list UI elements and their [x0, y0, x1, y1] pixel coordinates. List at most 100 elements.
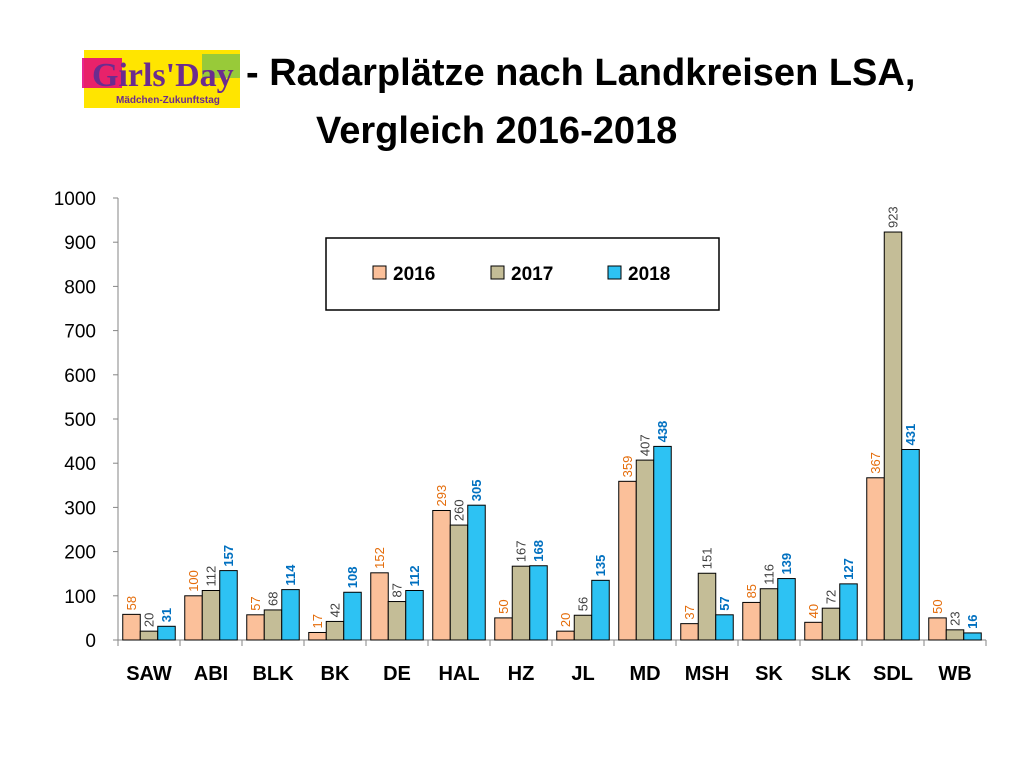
- bar-2018-BLK: [281, 589, 300, 641]
- girls-day-logo: Girls'Day Mädchen-Zukunftstag: [82, 50, 240, 108]
- y-tick-label: 800: [64, 277, 96, 298]
- bar-2016-SAW: [122, 613, 141, 641]
- legend-swatch-2016: [372, 265, 387, 280]
- bar-2018-SDL: [901, 448, 920, 641]
- data-label-2016-HAL: 293: [434, 485, 449, 507]
- bar-2018-MD: [653, 445, 672, 641]
- data-label-2016-BK: 17: [310, 614, 325, 628]
- bar-2017-WB: [945, 629, 965, 641]
- data-label-2018-MD: 438: [655, 421, 670, 443]
- data-label-2016-ABI: 100: [186, 570, 201, 592]
- data-label-2018-MSH: 57: [717, 596, 732, 610]
- data-label-2018-SDL: 431: [903, 424, 918, 446]
- legend-swatch-2017: [490, 265, 505, 280]
- data-label-2017-HAL: 260: [452, 499, 467, 521]
- data-label-2017-SAW: 20: [142, 613, 157, 627]
- bar-2018-ABI: [219, 570, 238, 641]
- data-label-2017-WB: 23: [948, 611, 963, 625]
- bar-2016-BK: [308, 631, 327, 641]
- data-label-2017-HZ: 167: [514, 540, 529, 562]
- svg-text:Mädchen-Zukunftstag: Mädchen-Zukunftstag: [116, 95, 220, 106]
- x-category-label: SLK: [811, 663, 852, 685]
- data-label-2017-ABI: 112: [204, 566, 219, 587]
- x-category-label: ABI: [194, 663, 228, 685]
- data-label-2016-BLK: 57: [248, 596, 263, 610]
- data-label-2018-ABI: 157: [221, 545, 236, 567]
- bar-2018-SAW: [157, 625, 176, 641]
- bar-2016-WB: [928, 617, 947, 641]
- data-label-2018-BLK: 114: [283, 564, 298, 586]
- data-label-2017-SLK: 72: [824, 590, 839, 604]
- y-tick-label: 600: [64, 366, 96, 387]
- y-tick-label: 400: [64, 454, 96, 475]
- x-category-label: WB: [938, 663, 971, 685]
- x-category-label: DE: [383, 663, 411, 685]
- bar-2017-DE: [387, 601, 407, 641]
- legend-label-2018: 2018: [628, 264, 670, 285]
- data-label-2017-JL: 56: [576, 597, 591, 611]
- data-label-2018-DE: 112: [407, 566, 422, 587]
- bar-2018-HZ: [529, 565, 548, 641]
- y-tick-label: 900: [64, 233, 96, 254]
- x-category-label: JL: [571, 663, 594, 685]
- bar-2016-DE: [370, 572, 389, 641]
- legend-box: [325, 237, 720, 311]
- data-label-2018-BK: 108: [345, 567, 360, 589]
- data-label-2017-BLK: 68: [266, 591, 281, 605]
- legend-label-2017: 2017: [511, 264, 553, 285]
- y-tick-label: 700: [64, 322, 96, 343]
- bar-2016-SLK: [804, 621, 823, 641]
- chart-bars: [122, 231, 982, 641]
- x-category-label: SDL: [873, 663, 913, 685]
- bar-2018-DE: [405, 589, 424, 641]
- bar-2018-BK: [343, 591, 362, 641]
- data-label-2018-HZ: 168: [531, 540, 546, 562]
- x-category-label: BLK: [252, 663, 294, 685]
- data-label-2016-HZ: 50: [496, 599, 511, 613]
- bar-2017-MSH: [697, 572, 717, 641]
- bar-2017-BK: [325, 620, 345, 641]
- y-tick-label: 500: [64, 410, 96, 431]
- x-category-label: BK: [321, 663, 350, 685]
- legend-swatch-2018: [607, 265, 622, 280]
- x-category-label: HAL: [438, 663, 479, 685]
- data-label-2018-HAL: 305: [469, 479, 484, 501]
- x-category-label: MD: [629, 663, 660, 685]
- bar-2016-ABI: [184, 595, 203, 641]
- bar-2016-MSH: [680, 623, 699, 641]
- x-category-label: HZ: [508, 663, 535, 685]
- bar-2018-JL: [591, 579, 610, 641]
- data-label-2016-SDL: 367: [868, 452, 883, 474]
- bar-2017-MD: [635, 459, 655, 641]
- y-tick-label: 200: [64, 543, 96, 564]
- bar-2017-JL: [573, 614, 593, 641]
- bar-2016-SK: [742, 601, 761, 641]
- legend-label-2016: 2016: [393, 264, 435, 285]
- data-label-2017-MSH: 151: [700, 548, 715, 570]
- data-label-2016-MD: 359: [620, 456, 635, 478]
- bar-2017-HAL: [449, 524, 469, 641]
- bar-2018-SLK: [839, 583, 858, 641]
- bar-2016-MD: [618, 480, 637, 641]
- data-label-2017-MD: 407: [638, 434, 653, 456]
- bar-2017-SLK: [821, 607, 841, 641]
- data-label-2017-BK: 42: [328, 603, 343, 617]
- bar-2018-HAL: [467, 504, 486, 641]
- data-label-2016-SK: 85: [744, 584, 759, 598]
- svg-text:Girls'Day: Girls'Day: [92, 57, 234, 94]
- bar-2016-JL: [556, 630, 575, 641]
- data-label-2018-JL: 135: [593, 555, 608, 577]
- bar-2016-SDL: [866, 477, 885, 641]
- data-label-2017-SDL: 923: [886, 206, 901, 228]
- bar-2017-SAW: [139, 630, 159, 641]
- y-tick-label: 1000: [54, 189, 96, 210]
- data-label-2016-DE: 152: [372, 547, 387, 569]
- x-category-label: SAW: [126, 663, 172, 685]
- chart-legend: 2016 2017 2018: [325, 237, 720, 311]
- y-tick-label: 100: [64, 587, 96, 608]
- data-label-2016-WB: 50: [930, 599, 945, 613]
- bar-2016-HAL: [432, 509, 451, 641]
- data-label-2016-JL: 20: [558, 613, 573, 627]
